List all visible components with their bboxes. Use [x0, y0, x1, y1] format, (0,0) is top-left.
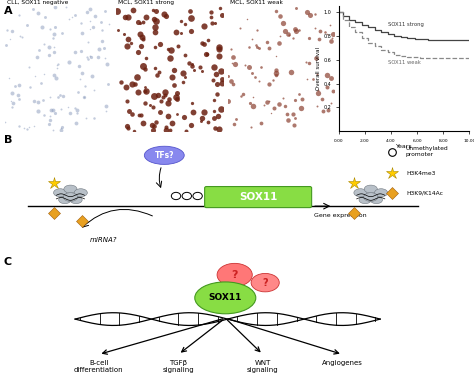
Circle shape	[182, 192, 191, 200]
Y-axis label: Overall survival: Overall survival	[316, 47, 321, 90]
Text: TFs?: TFs?	[155, 151, 174, 160]
FancyBboxPatch shape	[205, 187, 311, 208]
Ellipse shape	[364, 193, 378, 202]
Text: miRNA?: miRNA?	[90, 237, 117, 243]
Ellipse shape	[251, 274, 279, 292]
Ellipse shape	[354, 189, 367, 197]
Text: Gene expression: Gene expression	[314, 213, 367, 218]
Text: MCL, SOX11 weak: MCL, SOX11 weak	[229, 0, 283, 5]
Text: MCL, SOX11 strong: MCL, SOX11 strong	[118, 0, 174, 5]
Circle shape	[193, 192, 202, 200]
Text: B-cell
differentiation: B-cell differentiation	[74, 360, 123, 373]
Text: ?: ?	[263, 278, 268, 288]
Text: SOX11 strong: SOX11 strong	[388, 22, 424, 27]
Ellipse shape	[70, 196, 82, 203]
Text: TGFβ
signaling: TGFβ signaling	[163, 360, 194, 373]
Ellipse shape	[54, 189, 67, 197]
Text: B: B	[4, 135, 12, 145]
Ellipse shape	[217, 263, 252, 287]
Text: H3K4me3: H3K4me3	[406, 171, 435, 176]
Text: SOX11 weak: SOX11 weak	[388, 61, 421, 66]
Text: C: C	[4, 257, 12, 267]
Text: H3K9/K14Ac: H3K9/K14Ac	[406, 191, 443, 196]
Text: Unmethylated
promoter: Unmethylated promoter	[406, 146, 449, 157]
Ellipse shape	[145, 146, 184, 164]
Circle shape	[171, 192, 181, 200]
Ellipse shape	[74, 189, 87, 197]
X-axis label: Years: Years	[396, 144, 412, 149]
Text: Angiogenes: Angiogenes	[322, 360, 363, 366]
Text: WNT
signaling: WNT signaling	[247, 360, 279, 373]
Text: CLL, SOX11 negative: CLL, SOX11 negative	[7, 0, 68, 5]
Ellipse shape	[64, 193, 77, 202]
Ellipse shape	[64, 185, 77, 193]
Text: SOX11: SOX11	[239, 192, 277, 202]
Text: ?: ?	[231, 270, 238, 280]
Ellipse shape	[364, 185, 377, 193]
Ellipse shape	[359, 196, 371, 203]
Text: A: A	[4, 6, 12, 16]
Ellipse shape	[370, 196, 383, 203]
Ellipse shape	[195, 282, 256, 314]
Ellipse shape	[59, 196, 71, 203]
Text: SOX11: SOX11	[209, 293, 242, 303]
Ellipse shape	[374, 189, 388, 197]
